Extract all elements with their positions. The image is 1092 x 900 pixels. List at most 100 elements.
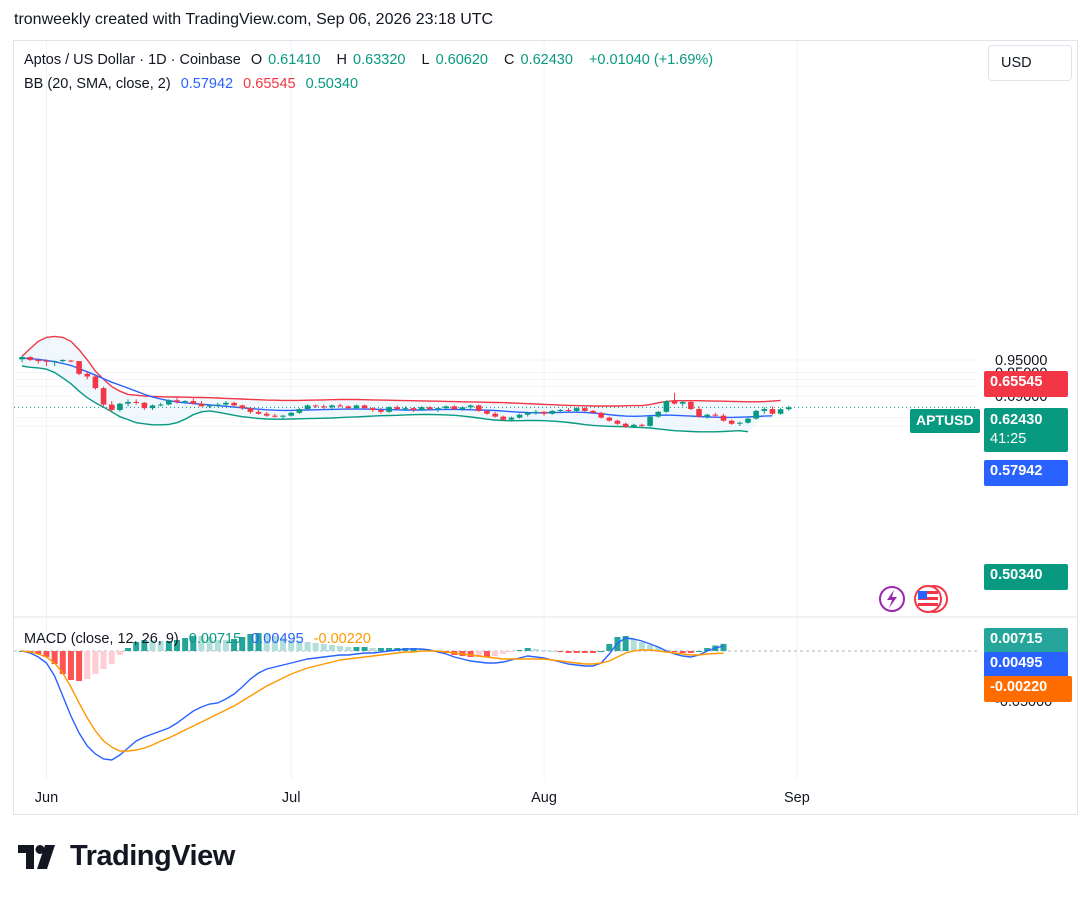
candle-body [133, 401, 139, 403]
candle-body [43, 360, 50, 362]
macd-histogram-bar [704, 648, 711, 651]
bb-basis-price-tag: 0.57942 [984, 460, 1068, 486]
candle-body [239, 405, 246, 409]
macd-histogram-bar [418, 649, 425, 651]
macd-histogram-bar [312, 643, 319, 651]
bb-label[interactable]: BB (20, SMA, close, 2) [24, 76, 171, 92]
candle-body [573, 408, 580, 411]
candle-body [108, 404, 115, 410]
macd-histogram-bar [271, 636, 278, 651]
candle-body [125, 401, 131, 404]
macd-histogram-bar [353, 647, 360, 651]
candle-body [679, 401, 686, 404]
candle-body [451, 406, 458, 410]
symbol-legend: Aptos / US Dollar · 1D · Coinbase O 0.614… [24, 52, 719, 68]
candle-body [100, 388, 107, 405]
macd-histogram-bar [133, 642, 140, 651]
candle-body [500, 416, 507, 420]
candle-body [557, 409, 564, 411]
candle-body [19, 356, 25, 360]
macd-histogram-bar [565, 651, 572, 653]
macd-histogram-bar [182, 638, 189, 651]
last-price-tag: 0.62430 41:25 [984, 408, 1068, 452]
macd-histogram-bar [492, 651, 499, 656]
candle-body [639, 424, 645, 426]
macd-histogram-bar [222, 640, 229, 651]
candle-body [190, 401, 197, 404]
candle-body [345, 406, 352, 409]
candle-body [296, 409, 303, 413]
macd-histogram-bar [687, 651, 694, 653]
currency-button[interactable]: USD [988, 45, 1072, 81]
bar-countdown: 41:25 [990, 431, 1027, 447]
macd-histogram-bar [141, 640, 148, 651]
tradingview-logo-text: TradingView [70, 840, 235, 872]
macd-histogram-bar [606, 644, 613, 651]
macd-histogram-bar [116, 651, 123, 655]
candle-body [223, 402, 229, 405]
tradingview-logo[interactable]: TradingView [18, 840, 235, 873]
macd-histogram-bar [508, 651, 515, 652]
chart-frame[interactable] [13, 40, 1078, 815]
us-flag-icon[interactable] [914, 585, 948, 613]
candle-body [696, 409, 702, 417]
symbol-price-tag: APTUSD [910, 409, 980, 433]
macd-histogram-bar [304, 642, 311, 651]
macd-histogram-bar [581, 651, 588, 653]
candle-body [728, 420, 735, 424]
candle-body [492, 413, 498, 417]
macd-histogram-bar [557, 651, 564, 652]
macd-signal-line [21, 649, 724, 752]
candle-body [630, 424, 637, 427]
macd-histogram-bar [51, 651, 58, 664]
close-label: C [504, 52, 515, 68]
symbol-name[interactable]: Aptos / US Dollar · 1D · Coinbase [24, 52, 241, 68]
macd-label[interactable]: MACD (close, 12, 26, 9) [24, 631, 179, 647]
bb-basis-value: 0.57942 [180, 76, 234, 92]
price-axis-label: 0.95000 [995, 353, 1047, 369]
macd-line [21, 637, 724, 761]
macd-histogram-bar [157, 641, 164, 651]
candle-body [304, 405, 311, 410]
macd-histogram-bar [320, 644, 327, 651]
macd-histogram-bar [337, 646, 344, 651]
macd-histogram-bar [516, 650, 523, 651]
candle-body [590, 410, 596, 413]
macd-histogram-bar [500, 651, 507, 654]
candle-body [206, 405, 213, 407]
candle-body [214, 404, 221, 406]
candle-body [598, 412, 604, 418]
open-label: O [250, 52, 263, 68]
candle-body [386, 407, 392, 412]
candle-body [149, 405, 156, 409]
time-axis-label: Jul [282, 790, 301, 806]
bb-fill [22, 336, 781, 432]
candle-body [484, 410, 490, 414]
macd-histogram-bar [671, 651, 678, 652]
macd-histogram-bar [532, 649, 539, 651]
time-axis-label: Jun [35, 790, 58, 806]
macd-histogram-bar [67, 651, 74, 680]
event-icons[interactable] [876, 584, 956, 616]
macd-histogram-bar [377, 648, 384, 651]
macd-histogram-bar [84, 651, 91, 679]
macd-histogram-bar [190, 636, 197, 651]
macd-histogram-bar [76, 651, 83, 681]
macd-histogram-bar [483, 651, 490, 657]
macd-histogram-bar [328, 645, 335, 651]
macd-hist-price-tag: 0.00715 [984, 628, 1068, 654]
macd-histogram-bar [92, 651, 99, 674]
macd-histogram-bar [239, 637, 246, 651]
candle-body [467, 405, 474, 408]
candle-body [785, 407, 792, 410]
lightning-icon[interactable] [879, 586, 905, 612]
macd-histogram-bar [524, 648, 531, 651]
macd-histogram-bar [541, 650, 548, 651]
candle-body [394, 407, 401, 410]
candle-body [92, 376, 99, 389]
candle-body [761, 409, 768, 411]
low-label: L [421, 52, 430, 68]
macd-histogram-bar [589, 651, 596, 653]
candle-body [516, 414, 523, 418]
